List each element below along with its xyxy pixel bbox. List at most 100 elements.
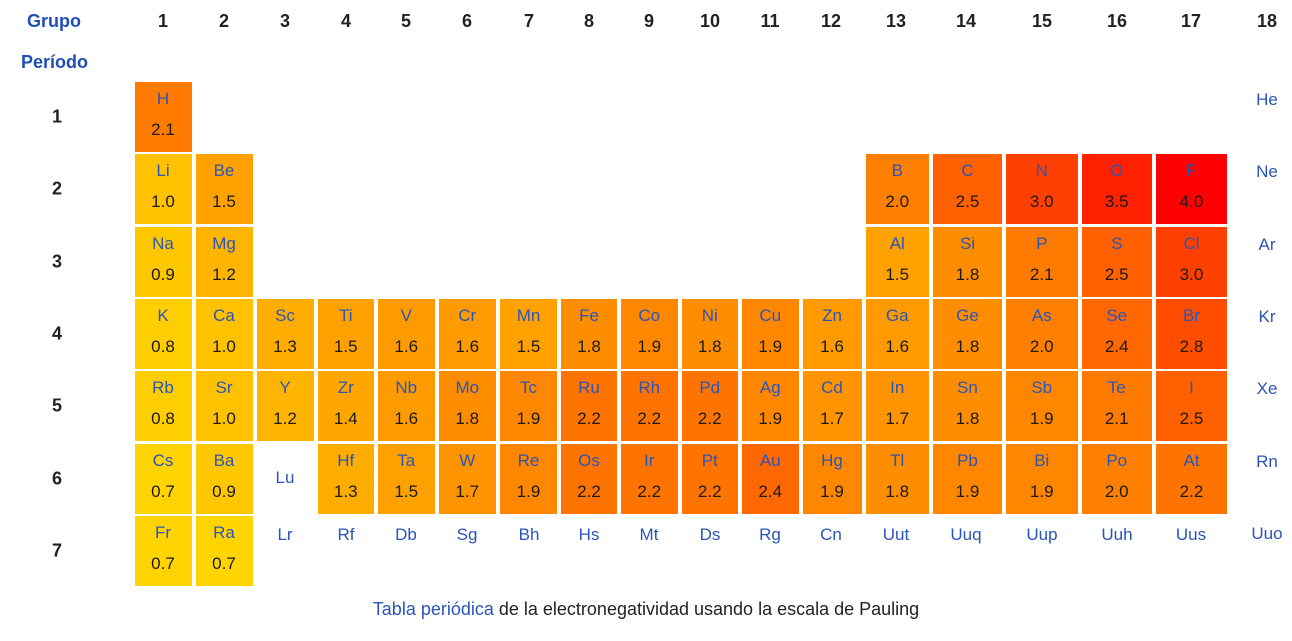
element-value: 2.4 bbox=[1104, 337, 1129, 356]
element-symbol-ne: Ne bbox=[1256, 162, 1278, 181]
group-number-17: 17 bbox=[1180, 11, 1202, 31]
element-cell-cd: Cd 1.7 bbox=[802, 371, 862, 441]
element-value: 1.8 bbox=[955, 337, 980, 356]
element-value: 2.1 bbox=[1104, 409, 1129, 428]
element-value: 1.6 bbox=[394, 337, 419, 356]
element-value: 2.2 bbox=[697, 482, 722, 501]
element-value: 1.2 bbox=[212, 265, 236, 284]
element-value: 1.9 bbox=[516, 409, 541, 428]
element-cell-c: C 2.5 bbox=[933, 154, 1002, 224]
group-number-18: 18 bbox=[1256, 11, 1278, 31]
element-symbol: Pb bbox=[957, 451, 978, 470]
element-cell-n: N 3.0 bbox=[1006, 154, 1078, 224]
element-value: 2.5 bbox=[955, 192, 980, 211]
element-value: 2.5 bbox=[1179, 409, 1204, 428]
element-symbol: Zr bbox=[337, 378, 354, 397]
element-value: 1.7 bbox=[455, 482, 480, 501]
element-value: 1.6 bbox=[394, 409, 419, 428]
element-symbol: Tc bbox=[520, 378, 537, 397]
element-symbol: In bbox=[890, 378, 905, 397]
element-cell-ag: Ag 1.9 bbox=[742, 371, 799, 441]
element-symbol: Ru bbox=[578, 378, 600, 397]
element-value: 1.9 bbox=[820, 482, 844, 501]
element-value: 1.8 bbox=[455, 409, 480, 428]
element-value: 1.0 bbox=[151, 192, 175, 211]
element-symbol-uup: Uup bbox=[1026, 525, 1058, 544]
element-symbol: Os bbox=[578, 451, 600, 470]
period-number-3: 3 bbox=[51, 251, 63, 272]
element-symbol-hs: Hs bbox=[578, 525, 600, 544]
element-value: 1.8 bbox=[955, 265, 980, 284]
element-cell-os: Os 2.2 bbox=[561, 444, 617, 514]
element-value: 2.2 bbox=[697, 409, 722, 428]
element-value: 0.8 bbox=[151, 337, 175, 356]
element-value: 1.6 bbox=[455, 337, 480, 356]
chart-caption: Tabla periódica de la electronegatividad… bbox=[0, 599, 1292, 620]
group-number-2: 2 bbox=[218, 11, 230, 31]
group-number-11: 11 bbox=[760, 11, 780, 31]
caption-text: de la electronegatividad usando la escal… bbox=[493, 599, 920, 619]
element-value: 1.9 bbox=[955, 482, 980, 501]
element-cell-ga: Ga 1.6 bbox=[865, 299, 929, 369]
element-value: 2.0 bbox=[885, 192, 910, 211]
element-symbol: Rb bbox=[152, 378, 174, 397]
element-symbol: K bbox=[157, 306, 169, 325]
element-symbol: Mg bbox=[212, 234, 236, 253]
element-value: 2.8 bbox=[1179, 337, 1204, 356]
element-cell-rb: Rb 0.8 bbox=[134, 371, 192, 441]
group-number-9: 9 bbox=[643, 11, 655, 31]
element-value: 1.3 bbox=[333, 482, 358, 501]
element-value: 1.4 bbox=[333, 409, 358, 428]
element-value: 2.2 bbox=[1179, 482, 1204, 501]
period-number-1: 1 bbox=[51, 106, 63, 127]
element-symbol-bh: Bh bbox=[518, 525, 540, 544]
element-cell-co: Co 1.9 bbox=[621, 299, 678, 369]
element-cell-se: Se 2.4 bbox=[1081, 299, 1152, 369]
element-cell-f: F 4.0 bbox=[1156, 154, 1227, 224]
element-symbol: B bbox=[891, 161, 903, 180]
element-cell-tc: Tc 1.9 bbox=[500, 371, 557, 441]
element-symbol: Li bbox=[156, 161, 170, 180]
element-cell-ir: Ir 2.2 bbox=[621, 444, 678, 514]
element-symbol: H bbox=[156, 89, 170, 108]
element-cell-si: Si 1.8 bbox=[933, 227, 1002, 297]
element-cell-tl: Tl 1.8 bbox=[865, 444, 929, 514]
element-symbol: Ge bbox=[956, 306, 979, 325]
element-symbol-sg: Sg bbox=[456, 525, 478, 544]
element-cell-pd: Pd 2.2 bbox=[681, 371, 738, 441]
element-value: 1.5 bbox=[212, 192, 236, 211]
group-number-16: 16 bbox=[1106, 11, 1128, 31]
element-value: 2.1 bbox=[1029, 265, 1054, 284]
element-cell-mg: Mg 1.2 bbox=[195, 227, 253, 297]
element-symbol: Ga bbox=[885, 306, 909, 325]
element-symbol: Au bbox=[759, 451, 781, 470]
element-value: 1.5 bbox=[333, 337, 358, 356]
element-symbol: Nb bbox=[395, 378, 418, 397]
element-value: 2.1 bbox=[151, 120, 175, 139]
element-symbol: N bbox=[1035, 161, 1048, 180]
group-number-13: 13 bbox=[885, 11, 907, 31]
element-value: 1.9 bbox=[1029, 409, 1054, 428]
element-value: 1.3 bbox=[273, 337, 297, 356]
element-cell-li: Li 1.0 bbox=[134, 154, 192, 224]
element-value: 1.8 bbox=[885, 482, 910, 501]
element-value: 1.9 bbox=[516, 482, 541, 501]
element-symbol: Tl bbox=[890, 451, 905, 470]
element-value: 0.9 bbox=[212, 482, 236, 501]
element-value: 1.8 bbox=[955, 409, 980, 428]
caption-link[interactable]: Tabla periódica bbox=[372, 599, 494, 619]
element-cell-te: Te 2.1 bbox=[1081, 371, 1152, 441]
element-symbol-xe: Xe bbox=[1256, 379, 1278, 398]
element-symbol-ar: Ar bbox=[1258, 235, 1276, 254]
element-symbol: Cd bbox=[821, 378, 843, 397]
element-symbol: Rh bbox=[638, 378, 661, 397]
element-value: 1.7 bbox=[820, 409, 844, 428]
period-header-label: Período bbox=[21, 52, 89, 72]
element-cell-y: Y 1.2 bbox=[256, 371, 314, 441]
element-symbol-ds: Ds bbox=[699, 525, 721, 544]
element-cell-ra: Ra 0.7 bbox=[195, 516, 253, 586]
element-cell-mo: Mo 1.8 bbox=[438, 371, 496, 441]
element-symbol: Ta bbox=[397, 451, 416, 470]
element-cell-hf: Hf 1.3 bbox=[317, 444, 374, 514]
